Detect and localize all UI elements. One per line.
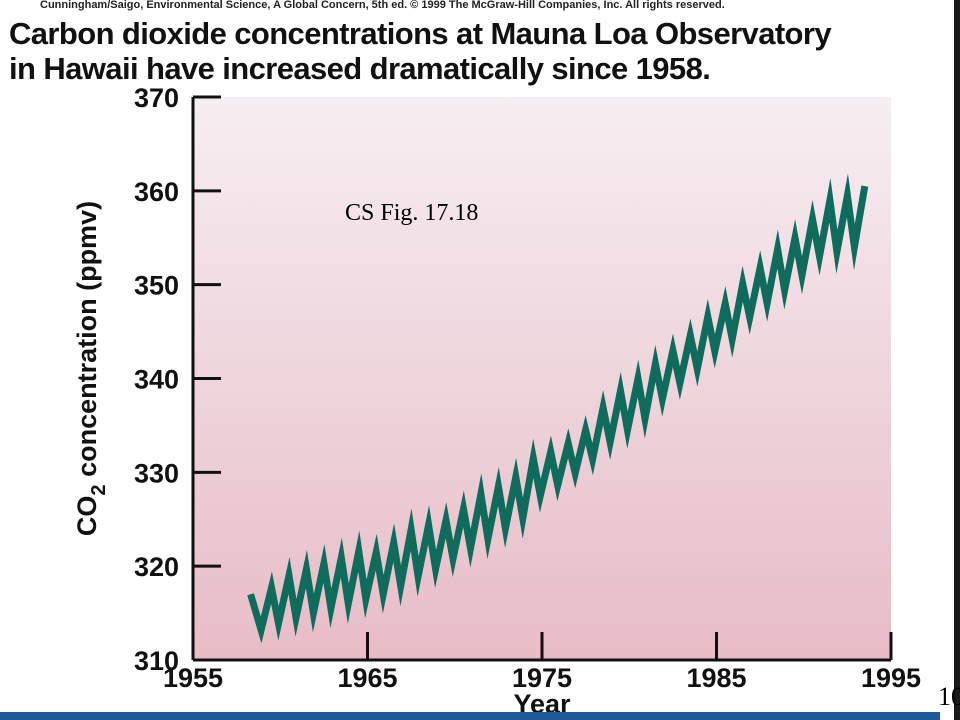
page-number: 10 (938, 682, 960, 711)
y-tick-label: 340 (134, 365, 179, 395)
x-tick-label: 1995 (861, 663, 921, 693)
figure-annotation: CS Fig. 17.18 (345, 200, 478, 226)
y-axis-title-subscript: 2 (88, 484, 110, 495)
x-tick-label: 1955 (163, 663, 223, 693)
right-edge-bar (954, 0, 960, 720)
slide-title: Carbon dioxide concentrations at Mauna L… (9, 16, 832, 86)
title-line-2: in Hawaii have increased dramatically si… (9, 51, 711, 86)
y-axis-title-prefix: CO (72, 496, 102, 537)
y-tick-label: 350 (134, 271, 179, 301)
y-axis-title: CO2 concentration (ppmv) (72, 201, 110, 536)
y-tick-label: 310 (134, 646, 179, 676)
title-line-1: Carbon dioxide concentrations at Mauna L… (9, 16, 832, 51)
tick-marks (191, 95, 893, 662)
y-tick-label: 320 (134, 552, 179, 582)
y-axis-title-suffix: concentration (ppmv) (72, 201, 102, 485)
co2-series-line (247, 173, 869, 644)
bottom-accent-bar (0, 712, 940, 720)
copyright-credit: Cunningham/Saigo, Environmental Science,… (40, 0, 725, 11)
y-tick-label: 360 (134, 177, 179, 207)
y-tick-label: 370 (134, 83, 179, 113)
tick-labels: 310 320 330 340 350 360 370 1955 1965 1975 1985 199… (134, 83, 921, 693)
x-tick-label: 1975 (512, 663, 572, 693)
plot-area (193, 97, 891, 660)
y-tick-label: 330 (134, 458, 179, 488)
x-tick-label: 1965 (337, 663, 397, 693)
x-tick-label: 1985 (686, 663, 746, 693)
